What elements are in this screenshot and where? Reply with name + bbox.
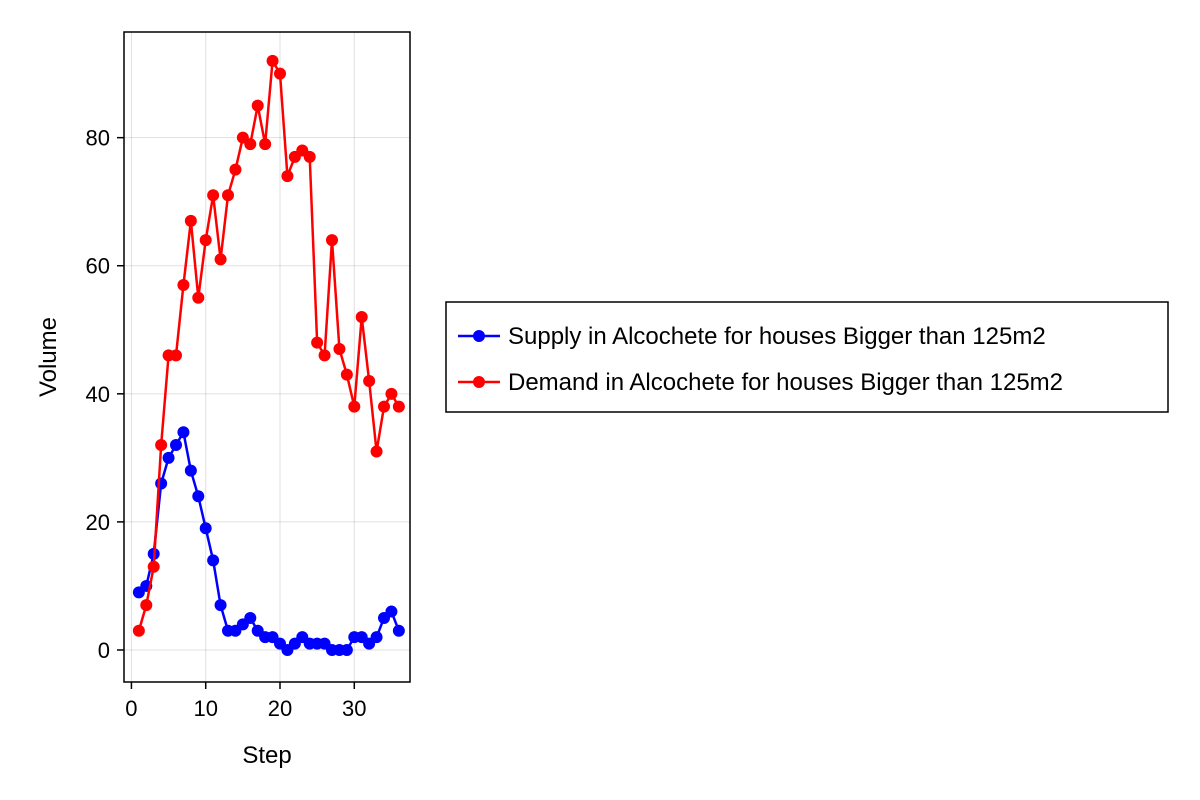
data-point	[303, 150, 316, 163]
x-tick-label: 30	[342, 696, 366, 721]
legend-label: Demand in Alcochete for houses Bigger th…	[508, 369, 1063, 396]
data-point	[170, 349, 182, 362]
data-point	[318, 349, 331, 362]
series-line	[137, 59, 400, 632]
legend-entry: Demand in Alcochete for houses Bigger th…	[458, 369, 1063, 396]
data-point	[132, 624, 145, 637]
data-point	[207, 554, 220, 567]
data-point	[340, 368, 353, 381]
data-point	[378, 400, 390, 413]
data-point	[251, 99, 264, 112]
data-point	[155, 477, 168, 490]
data-point	[222, 189, 234, 202]
legend: Supply in Alcochete for houses Bigger th…	[445, 301, 1169, 413]
data-point	[363, 375, 376, 388]
y-tick-label: 40	[86, 382, 110, 407]
data-point	[370, 631, 383, 644]
data-point	[266, 54, 279, 67]
legend-entry: Supply in Alcochete for houses Bigger th…	[458, 323, 1046, 350]
data-point	[207, 189, 220, 202]
data-point	[311, 336, 324, 349]
y-tick-label: 60	[86, 254, 110, 279]
data-point	[244, 611, 257, 624]
legend-box	[445, 301, 1169, 413]
data-point	[333, 343, 346, 355]
data-point	[162, 451, 175, 464]
series-demand	[132, 54, 405, 637]
data-point	[184, 214, 197, 227]
data-point	[177, 278, 190, 291]
data-point	[214, 599, 227, 612]
series-line	[138, 431, 401, 652]
y-tick-label: 80	[86, 126, 110, 151]
x-tick-label: 0	[125, 696, 137, 721]
data-point	[274, 67, 286, 80]
y-tick-label: 20	[86, 510, 110, 535]
data-point	[214, 253, 227, 266]
data-point	[340, 643, 353, 656]
data-point	[385, 605, 398, 618]
data-point	[370, 445, 383, 458]
data-point	[192, 291, 205, 304]
data-point	[385, 387, 398, 400]
data-point	[199, 234, 212, 247]
y-tick-label: 0	[98, 638, 110, 663]
axis-ticks: 0 10 20 30 0 20 40 60 80	[86, 126, 367, 721]
grid	[124, 32, 410, 682]
data-point	[259, 138, 272, 151]
series-layer	[132, 54, 405, 656]
data-point	[192, 490, 205, 503]
plot-frame	[123, 31, 411, 683]
data-point	[177, 426, 190, 439]
data-point	[155, 439, 168, 452]
data-point	[392, 624, 405, 637]
x-tick-label: 20	[268, 696, 292, 721]
data-point	[229, 163, 242, 176]
x-tick-label: 10	[193, 696, 217, 721]
data-point	[140, 599, 153, 612]
legend-marker	[473, 376, 485, 388]
y-axis-title: Volume	[35, 317, 62, 397]
data-point	[355, 310, 368, 323]
series-supply	[132, 426, 405, 656]
data-point	[281, 170, 294, 183]
legend-label: Supply in Alcochete for houses Bigger th…	[508, 323, 1046, 350]
data-point	[326, 234, 338, 247]
data-point	[392, 400, 405, 413]
data-point	[170, 439, 182, 452]
data-point	[199, 522, 212, 535]
data-point	[348, 400, 361, 413]
data-point	[184, 464, 197, 477]
x-axis-title: Step	[242, 742, 291, 769]
legend-marker	[473, 330, 485, 342]
data-point	[147, 560, 160, 573]
data-point	[244, 138, 257, 151]
